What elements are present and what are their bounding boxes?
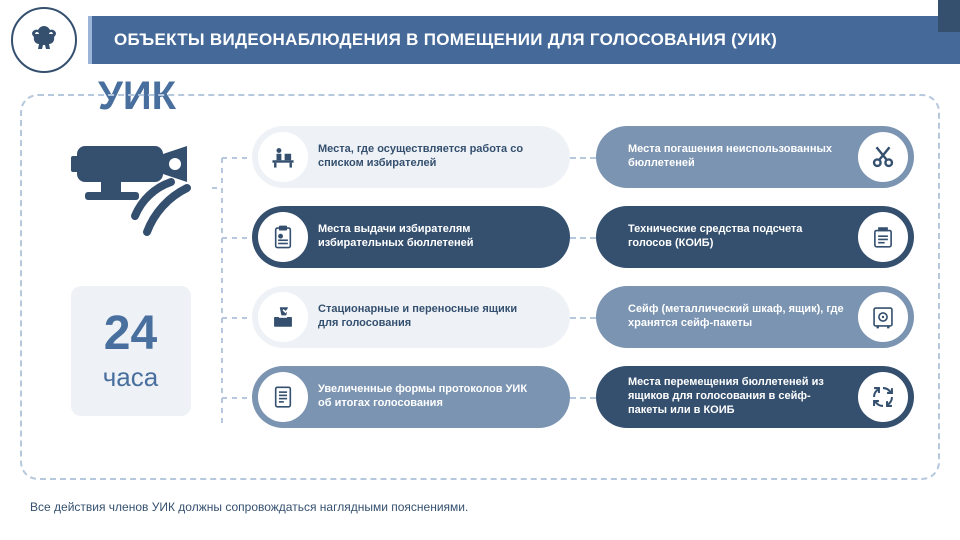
ballot-box-icon [258,292,308,342]
card-transfer: Места перемещения бюллетеней из ящиков д… [596,366,914,428]
card-text: Места, где осуществляется работа со спис… [318,143,538,171]
card-text: Технические средства подсчета голосов (К… [628,223,848,251]
card-protocol-forms: Увеличенные формы протоколов УИК об итог… [252,366,570,428]
card-text: Сейф (металлический шкаф, ящик), где хра… [628,303,848,331]
card-text: Места перемещения бюллетеней из ящиков д… [628,376,848,417]
scissors-icon [858,132,908,182]
camera-icon [71,136,191,246]
card-koib: Технические средства подсчета голосов (К… [596,206,914,268]
connector-lines [212,148,250,448]
header-emblem [0,0,88,80]
card-cancel-ballots: Места погашения неиспользованных бюллете… [596,126,914,188]
page-title: ОБЪЕКТЫ ВИДЕОНАБЛЮДЕНИЯ В ПОМЕЩЕНИИ ДЛЯ … [114,30,777,50]
content-panel: 24 часа Места, где осуществляется работа… [20,94,940,480]
card-text: Места погашения неиспользованных бюллете… [628,143,848,171]
scanner-icon [858,212,908,262]
time-badge-value: 24 [104,310,157,358]
card-issue-ballots: Места выдачи избирателям избирательных б… [252,206,570,268]
safe-icon [858,292,908,342]
card-ballot-boxes: Стационарные и переносные ящики для голо… [252,286,570,348]
time-badge-unit: часа [103,362,158,393]
header-title-bar: ОБЪЕКТЫ ВИДЕОНАБЛЮДЕНИЯ В ПОМЕЩЕНИИ ДЛЯ … [88,16,960,64]
protocol-icon [258,372,308,422]
card-text: Стационарные и переносные ящики для голо… [318,303,538,331]
card-text: Увеличенные формы протоколов УИК об итог… [318,383,538,411]
card-safe: Сейф (металлический шкаф, ящик), где хра… [596,286,914,348]
card-voter-list: Места, где осуществляется работа со спис… [252,126,570,188]
footer-note: Все действия членов УИК должны сопровожд… [30,500,468,514]
clipboard-icon [258,212,308,262]
card-text: Места выдачи избирателям избирательных б… [318,223,538,251]
eagle-emblem-icon [11,7,77,73]
cycle-icon [858,372,908,422]
desk-icon [258,132,308,182]
cards-grid: Места, где осуществляется работа со спис… [252,126,914,428]
corner-block [938,0,960,32]
time-badge: 24 часа [71,286,191,416]
header: ОБЪЕКТЫ ВИДЕОНАБЛЮДЕНИЯ В ПОМЕЩЕНИИ ДЛЯ … [0,0,960,80]
